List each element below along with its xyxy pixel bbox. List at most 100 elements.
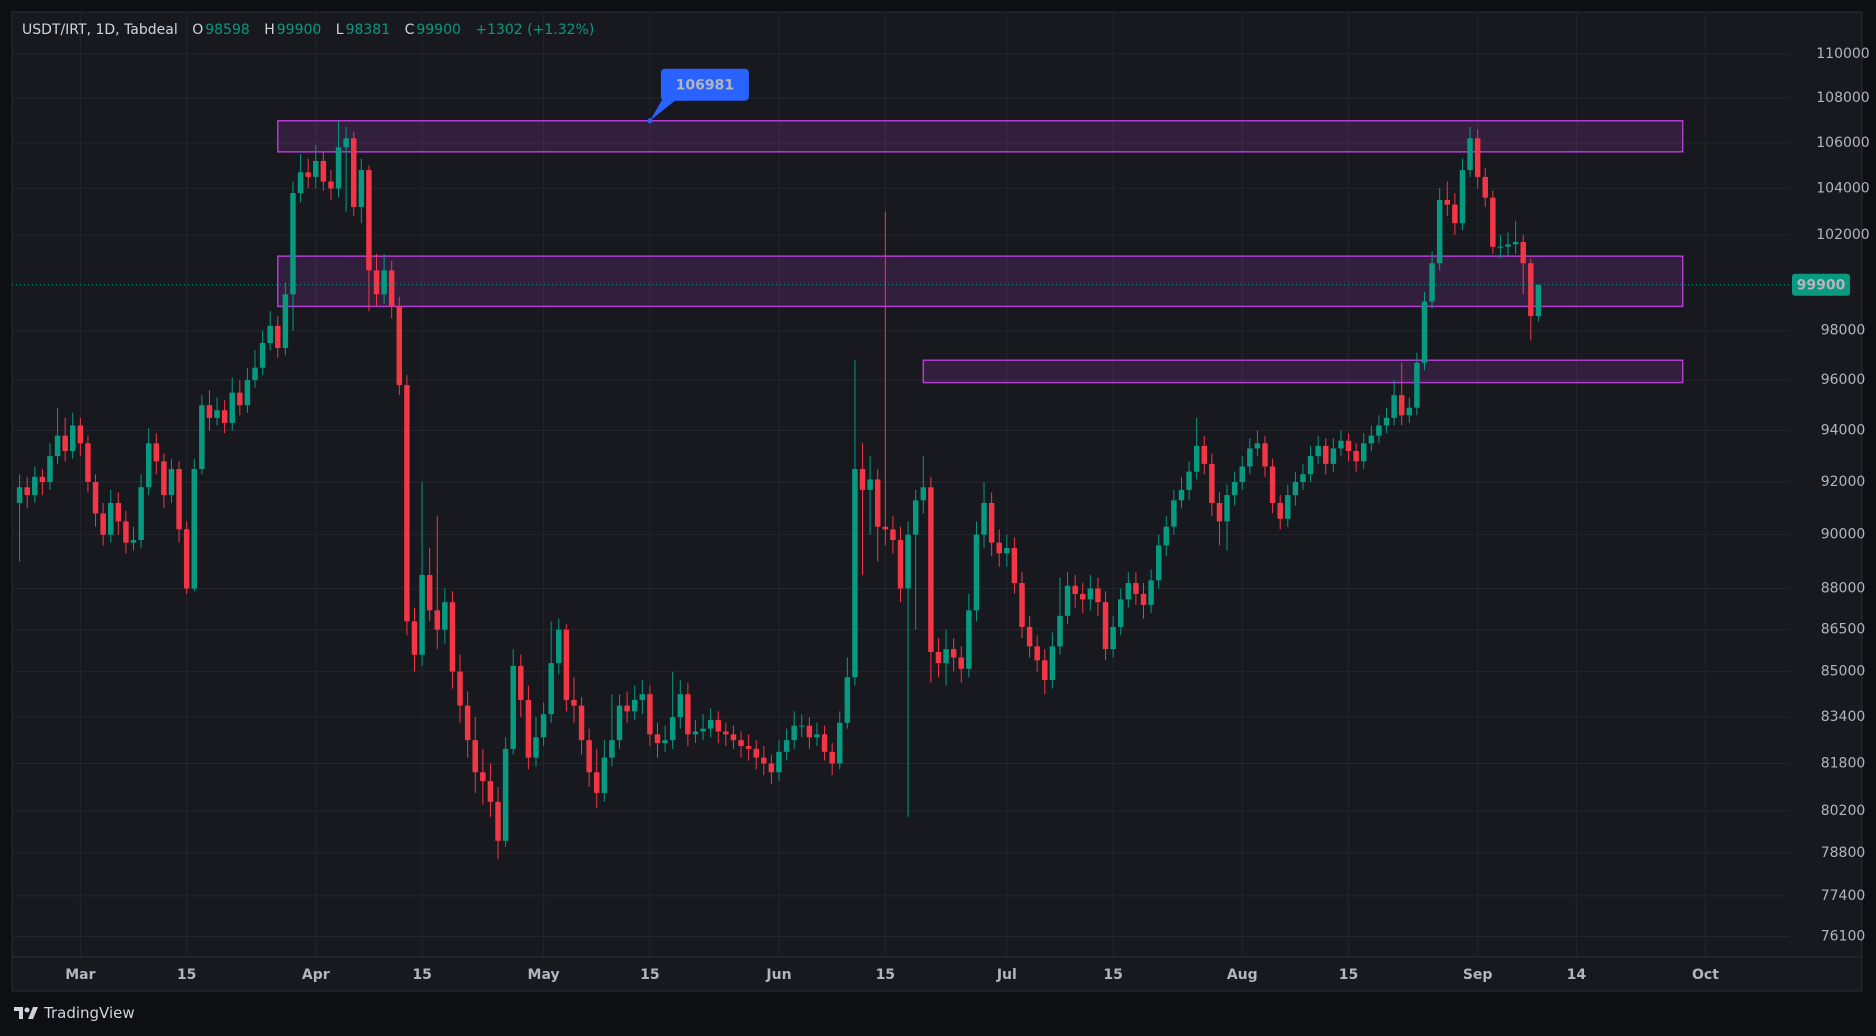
candle-body [1201,445,1207,464]
y-tick-label: 102000 [1816,227,1869,243]
candle-body [464,705,471,741]
candle-body [381,270,387,295]
candle-body [1269,466,1276,503]
candle-body [1368,435,1375,444]
candle-body [487,781,494,802]
candle-body [525,699,532,758]
x-tick-label: Sep [1463,967,1493,983]
candle-body [1186,471,1192,490]
candle-body [1193,445,1200,472]
candle-body [1490,197,1496,247]
candle-body [305,172,311,177]
y-tick-label: 77400 [1821,888,1866,904]
candle-body [1505,244,1511,247]
candle-body [601,757,608,793]
candle-body [85,443,91,483]
x-tick-label: 15 [412,967,431,983]
candle-body [988,502,995,543]
candle-body [920,487,927,501]
candle-body [183,529,190,589]
candle-body [1323,445,1329,464]
y-tick-label: 104000 [1816,180,1869,196]
candle-body [396,306,403,386]
candle-body [237,392,243,406]
candle-body [252,367,258,381]
y-tick-label: 78800 [1821,845,1866,861]
candle-body [1429,263,1435,302]
candle-body [707,719,714,729]
candle-body [935,651,942,664]
candle-body [1383,417,1390,426]
candle-body [776,751,782,773]
logo-icon [14,1007,38,1019]
ohlc-label: H [264,22,275,38]
candle-body [966,610,972,669]
candle-body [563,629,570,700]
candle-body [214,410,220,418]
y-tick-label: 76100 [1821,928,1866,944]
candle-body [1254,443,1261,449]
candle-body [548,663,554,715]
candle-body [837,722,843,764]
y-tick-label: 83400 [1821,709,1866,725]
candle-body [662,740,668,744]
candle-body [442,602,448,630]
candle-body [1239,466,1245,483]
candle-body [814,734,820,738]
x-tick-label: Aug [1227,967,1258,983]
candle-body [647,694,653,735]
candle-body [928,487,934,652]
candle-body [1019,583,1025,627]
x-tick-label: Jun [765,967,791,983]
candle-body [1520,241,1526,264]
candle-body [761,757,767,764]
candle-body [1459,170,1466,224]
price-zone [277,119,1684,153]
candle-body [426,574,433,611]
candle-body [867,479,873,490]
candle-body [1117,599,1124,627]
candle-body [654,734,661,744]
candle-body [905,534,911,589]
candle-body [973,534,980,611]
candle-body [434,610,440,630]
candle-body [449,602,456,672]
candle-body [753,748,759,758]
price-zone [277,255,1684,308]
candle-body [335,147,342,189]
candle-body [540,714,547,738]
candle-body [1345,440,1352,452]
callout-pointer [649,96,680,121]
x-tick-label: Oct [1692,967,1719,983]
candle-body [62,435,68,452]
candle-body [882,526,889,530]
candle-body [1087,588,1094,600]
candle-body [297,172,304,194]
candle-body [161,461,167,496]
candle-body [16,487,23,503]
watermark[interactable]: TradingView [14,1004,135,1022]
candle-body [1080,593,1086,600]
candle-body [282,294,289,348]
close-value: 99900 [416,22,461,38]
candle-body [411,621,418,655]
low-value: 98381 [345,22,391,38]
y-tick-label: 88000 [1821,580,1866,596]
candle-body [191,469,197,589]
ohlc-label: C [404,22,415,38]
candle-body [419,574,425,655]
y-tick-label: 80200 [1821,803,1866,819]
candle-body [1285,495,1291,519]
candle-body [366,170,372,271]
x-tick-label: 15 [876,967,895,983]
candle-body [1178,489,1185,501]
y-tick-label: 86500 [1821,622,1866,638]
candle-body [768,763,775,773]
candle-body [1353,451,1359,462]
callout-label: 106981 [676,78,734,94]
x-tick-label: Jul [996,967,1017,983]
candle-body [844,677,851,723]
candle-body [571,699,577,706]
last-price-badge [1792,273,1850,296]
candle-body [912,500,919,535]
